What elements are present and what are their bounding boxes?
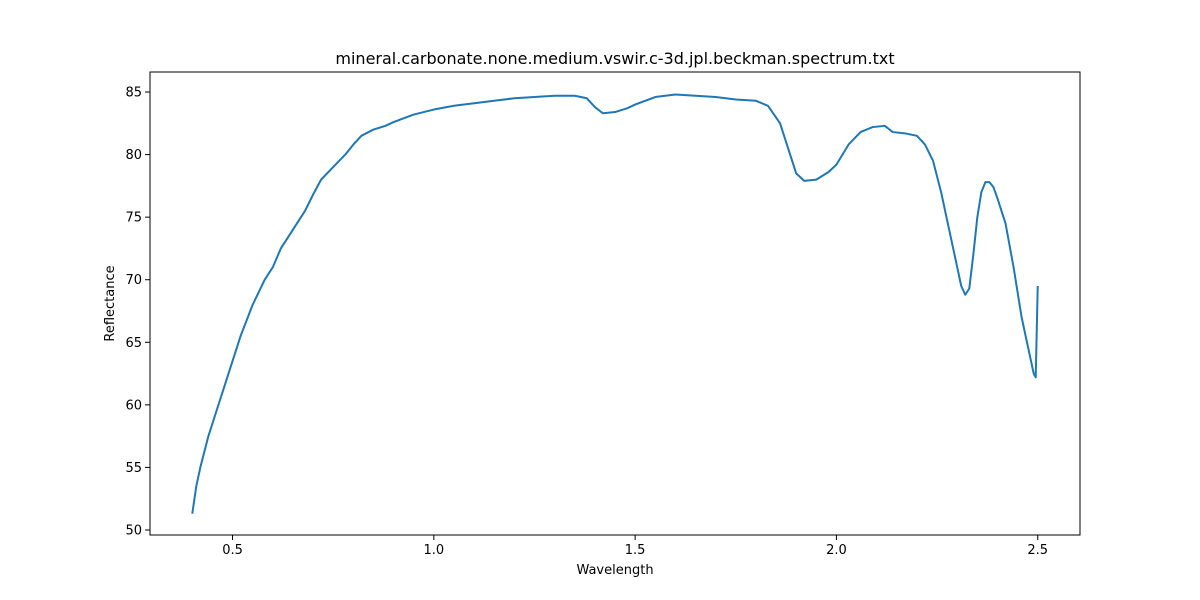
y-tick-label: 50	[125, 523, 142, 538]
y-tick-label: 65	[125, 336, 142, 351]
x-tick-label: 1.5	[625, 543, 646, 558]
y-axis: 50 55 60 65 70 75 80 85	[125, 86, 150, 538]
y-tick-label: 75	[125, 211, 142, 226]
x-tick-label: 2.5	[1027, 543, 1048, 558]
plot-area: 0.5 1.0 1.5 2.0 2.5 50 55 60 65 70 75 80 85	[125, 71, 1081, 558]
y-tick-label: 80	[125, 148, 142, 163]
x-axis-label: Wavelength	[576, 563, 653, 578]
axes-frame	[149, 71, 1081, 536]
y-tick-label: 60	[125, 398, 142, 413]
chart-title: mineral.carbonate.none.medium.vswir.c-3d…	[335, 49, 894, 68]
x-axis: 0.5 1.0 1.5 2.0 2.5	[222, 535, 1048, 558]
x-tick-label: 2.0	[826, 543, 847, 558]
series-layer	[191, 93, 1039, 514]
x-tick-label: 0.5	[222, 543, 243, 558]
x-tick-label: 1.0	[423, 543, 444, 558]
y-tick-label: 85	[125, 86, 142, 101]
series-line-0	[191, 93, 1039, 514]
y-axis-label: Reflectance	[103, 265, 118, 341]
y-tick-label: 70	[125, 273, 142, 288]
y-tick-label: 55	[125, 461, 142, 476]
